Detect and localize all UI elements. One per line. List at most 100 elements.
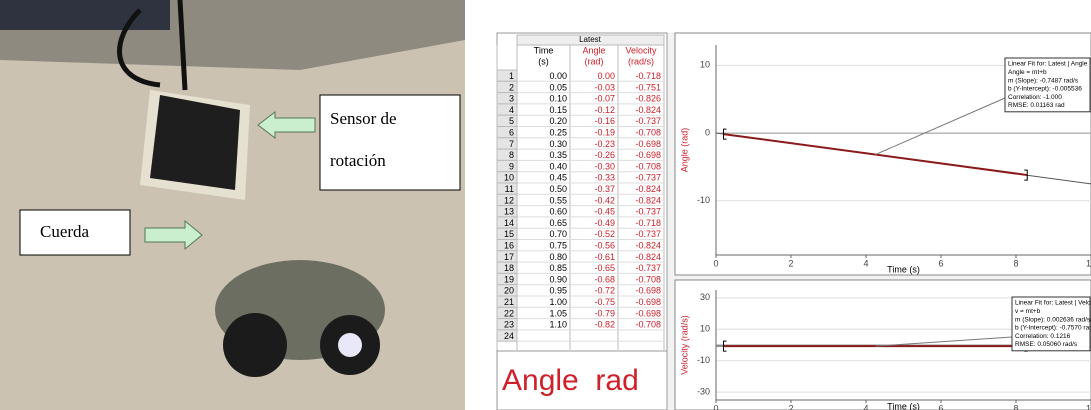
x-tick-label: 10	[1086, 403, 1091, 410]
row-number: 12	[504, 195, 514, 205]
row-number: 4	[509, 105, 514, 115]
column-header: Time	[534, 45, 554, 55]
row-number-cell	[496, 329, 518, 342]
fit-text: b (Y-Intercept): -0.7570 rad/s	[1015, 325, 1091, 332]
cell: -0.824	[635, 105, 661, 115]
cell: 0.95	[549, 286, 567, 296]
cell: 0.40	[549, 161, 567, 171]
x-tick-label: 6	[938, 403, 943, 410]
fit-bracket	[1024, 169, 1028, 181]
cell: 0.60	[549, 207, 567, 217]
cell: 0.10	[549, 94, 567, 104]
cell: 0.35	[549, 150, 567, 160]
row-number: 17	[504, 252, 514, 262]
fit-box	[1011, 296, 1091, 352]
row-number-cell	[496, 159, 518, 173]
y-tick-label: 10	[700, 60, 710, 70]
row-number: 1	[509, 71, 514, 81]
string-label: Cuerda	[40, 222, 90, 241]
cell: -0.737	[635, 263, 661, 273]
cell: -0.16	[594, 116, 615, 126]
fit-bracket	[723, 128, 727, 140]
fit-text: Correlation: -1.000	[1008, 94, 1062, 101]
x-tick-label: 4	[863, 403, 868, 410]
row-number-cell	[496, 103, 518, 116]
cell: -0.698	[635, 286, 661, 296]
cell: 0.05	[549, 82, 567, 92]
row-number: 16	[504, 241, 514, 251]
cell: -0.68	[594, 274, 615, 284]
cell: -0.824	[635, 195, 661, 205]
cell: 0.15	[549, 105, 567, 115]
cell: -0.26	[594, 150, 615, 160]
x-tick-label: 0	[713, 403, 718, 410]
row-number-cell	[496, 126, 518, 139]
row-number: 10	[504, 173, 514, 183]
group-header	[516, 34, 665, 46]
cell: 0.70	[549, 229, 567, 239]
cell: -0.79	[594, 308, 615, 318]
cell: -0.698	[635, 308, 661, 318]
cell: -0.72	[594, 286, 615, 296]
cell: -0.718	[635, 218, 661, 228]
y-tick-label: -30	[697, 387, 710, 397]
cell: 0.55	[549, 195, 567, 205]
cell: -0.45	[594, 207, 615, 217]
x-tick-label: 2	[788, 258, 793, 268]
cell: -0.708	[635, 274, 661, 284]
row-number: 6	[509, 128, 514, 138]
row-number: 23	[504, 320, 514, 330]
cell: -0.19	[594, 128, 615, 138]
row-number: 13	[504, 207, 514, 217]
cell: -0.49	[594, 218, 615, 228]
cell: -0.12	[594, 105, 615, 115]
cell: -0.37	[594, 184, 615, 194]
x-tick-label: 4	[863, 258, 868, 268]
cell: -0.824	[635, 184, 661, 194]
fit-text: v = mt+b	[1015, 308, 1041, 315]
cell: 0.75	[549, 241, 567, 251]
fit-text: Angle = mt+b	[1008, 69, 1047, 76]
cell: -0.708	[635, 161, 661, 171]
fit-text: RMSE: 0.01163 rad	[1008, 102, 1065, 109]
column-unit: (rad/s)	[628, 56, 654, 66]
cell: -0.65	[594, 263, 615, 273]
row-number: 20	[504, 286, 514, 296]
cell: -0.61	[594, 252, 615, 262]
y-tick-label: 10	[700, 324, 710, 334]
row-number: 22	[504, 308, 514, 318]
row-number-cell	[496, 80, 518, 94]
y-axis-label: Velocity (rad/s)	[679, 315, 689, 375]
cell: -0.737	[635, 173, 661, 183]
cell: 0.25	[549, 128, 567, 138]
row-number: 19	[504, 274, 514, 284]
y-tick-label: -10	[697, 355, 710, 365]
row-number: 21	[504, 297, 514, 307]
row-number-cell	[496, 137, 518, 150]
cell: -0.75	[594, 297, 615, 307]
cell: 0.80	[549, 252, 567, 262]
cell: -0.737	[635, 229, 661, 239]
fit-text: m (Slope): 0.002636 rad/s/s	[1015, 316, 1091, 323]
cell: -0.23	[594, 139, 615, 149]
row-number-cell	[496, 69, 518, 82]
fit-text: Linear Fit for: Latest | Velocity	[1015, 300, 1091, 307]
column-unit: (rad)	[584, 56, 603, 66]
cell: -0.708	[635, 320, 661, 330]
x-tick-label: 0	[713, 258, 718, 268]
y-tick-label: 0	[705, 127, 710, 137]
callout-line	[875, 336, 1013, 347]
cell: -0.708	[635, 128, 661, 138]
row-number-cell	[496, 92, 518, 105]
cell: -0.698	[635, 139, 661, 149]
cell: -0.56	[594, 241, 615, 251]
column-unit: (s)	[538, 56, 549, 66]
cell: -0.42	[594, 195, 615, 205]
cell: -0.826	[635, 94, 661, 104]
y-axis-label: Angle (rad)	[679, 128, 689, 173]
row-number: 15	[504, 229, 514, 239]
cell: -0.698	[635, 150, 661, 160]
cell: -0.82	[594, 320, 615, 330]
fit-bracket	[723, 340, 727, 352]
row-number: 3	[509, 94, 514, 104]
